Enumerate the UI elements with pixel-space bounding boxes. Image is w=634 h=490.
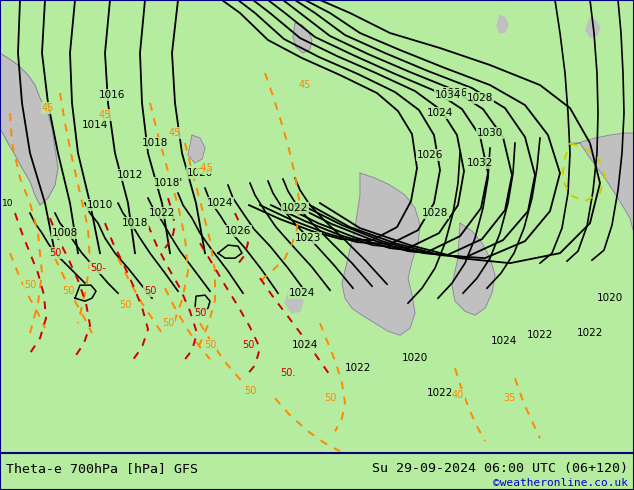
Text: 1022: 1022 xyxy=(427,388,453,398)
Text: 45: 45 xyxy=(299,80,311,90)
Text: 1022: 1022 xyxy=(577,328,603,338)
Text: 1024: 1024 xyxy=(207,198,233,208)
Text: 50: 50 xyxy=(204,340,216,350)
Text: Su 29-09-2024 06:00 UTC (06+120): Su 29-09-2024 06:00 UTC (06+120) xyxy=(372,462,628,475)
Text: 1018: 1018 xyxy=(122,218,148,228)
Text: ©weatheronline.co.uk: ©weatheronline.co.uk xyxy=(493,478,628,488)
Polygon shape xyxy=(452,223,495,315)
Text: 1018: 1018 xyxy=(142,138,168,148)
Text: -45: -45 xyxy=(197,163,213,173)
Text: 1024: 1024 xyxy=(427,108,453,118)
Text: 1022: 1022 xyxy=(149,208,175,218)
Polygon shape xyxy=(293,23,312,53)
Text: 50: 50 xyxy=(24,280,36,290)
Text: 50-: 50- xyxy=(90,263,106,273)
Polygon shape xyxy=(0,53,58,205)
Text: 50: 50 xyxy=(61,286,74,296)
Text: 1016: 1016 xyxy=(99,90,125,100)
Text: 1022: 1022 xyxy=(281,203,308,213)
Text: 1024: 1024 xyxy=(289,288,315,298)
Text: 50: 50 xyxy=(162,318,174,328)
Text: 1010: 1010 xyxy=(87,200,113,210)
Text: 1020: 1020 xyxy=(187,168,213,178)
Polygon shape xyxy=(570,133,634,233)
Text: 1022: 1022 xyxy=(527,330,553,340)
Text: Theta-e 700hPa [hPa] GFS: Theta-e 700hPa [hPa] GFS xyxy=(6,462,198,475)
Text: 1020: 1020 xyxy=(402,353,428,363)
Text: 50: 50 xyxy=(324,393,336,403)
Text: 40: 40 xyxy=(452,390,464,400)
Text: 35: 35 xyxy=(504,393,516,403)
Text: 50.: 50. xyxy=(280,368,295,378)
Polygon shape xyxy=(285,288,303,313)
Text: 50: 50 xyxy=(119,300,131,310)
Text: 1030: 1030 xyxy=(477,128,503,138)
Text: 1034: 1034 xyxy=(435,90,461,100)
Text: 50: 50 xyxy=(49,248,61,258)
Text: 1026: 1026 xyxy=(442,88,468,98)
Text: 1020: 1020 xyxy=(597,293,623,303)
Text: 45: 45 xyxy=(42,103,54,113)
Text: 45: 45 xyxy=(169,128,181,138)
Text: 1026: 1026 xyxy=(417,150,443,160)
Polygon shape xyxy=(497,15,508,33)
Text: 1028: 1028 xyxy=(422,208,448,218)
Text: 50: 50 xyxy=(242,340,254,350)
Text: 1008: 1008 xyxy=(52,228,78,238)
Text: 1022: 1022 xyxy=(345,363,371,373)
Polygon shape xyxy=(586,18,600,37)
Text: 50: 50 xyxy=(194,308,206,318)
Text: 1032: 1032 xyxy=(467,158,493,168)
Text: 1018': 1018' xyxy=(153,178,183,188)
Text: 1012: 1012 xyxy=(117,170,143,180)
Text: 50: 50 xyxy=(144,286,156,296)
Text: 50: 50 xyxy=(244,386,256,396)
Polygon shape xyxy=(188,135,205,163)
Polygon shape xyxy=(342,173,420,335)
Text: 1028: 1028 xyxy=(467,93,493,103)
Text: 10: 10 xyxy=(3,198,14,208)
Text: 1024: 1024 xyxy=(292,340,318,350)
Text: 1023: 1023 xyxy=(295,233,321,243)
Text: 1014: 1014 xyxy=(82,120,108,130)
Text: 45: 45 xyxy=(99,110,111,120)
Text: 1024: 1024 xyxy=(491,336,517,346)
Text: 1026: 1026 xyxy=(225,226,251,236)
